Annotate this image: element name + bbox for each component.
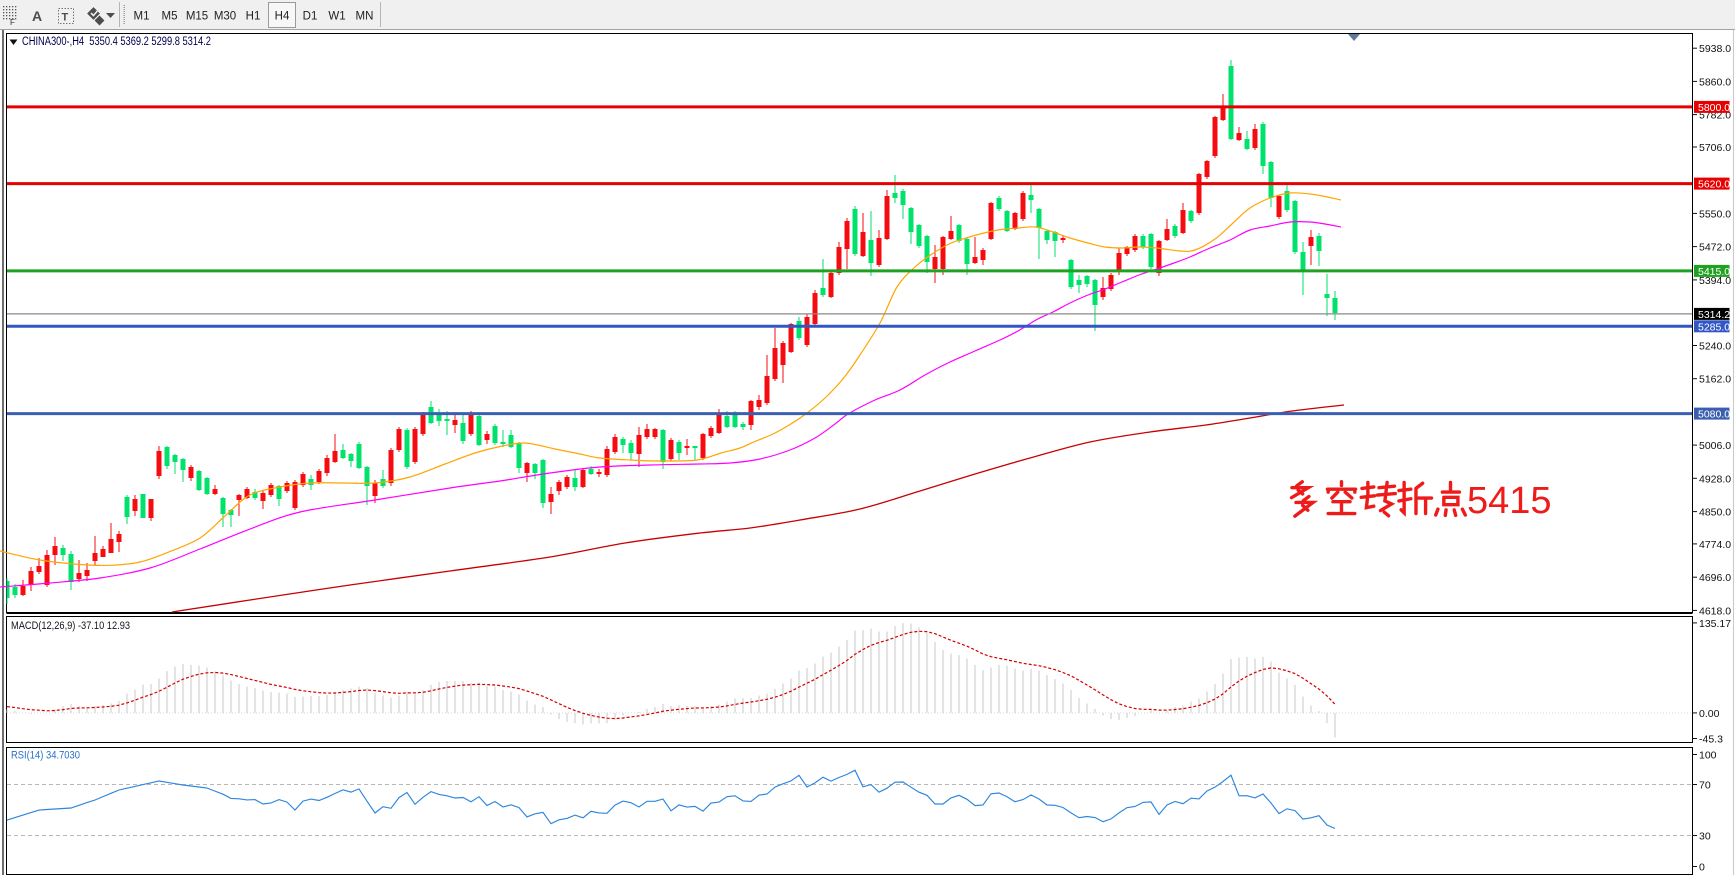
svg-text:4696.0: 4696.0 (1699, 572, 1731, 584)
svg-text:5620.0: 5620.0 (1698, 179, 1730, 191)
svg-text:5938.0: 5938.0 (1699, 43, 1731, 55)
svg-text:M1: M1 (134, 11, 150, 23)
svg-text:-45.3: -45.3 (1699, 734, 1723, 746)
svg-text:4928.0: 4928.0 (1699, 473, 1731, 485)
svg-text:F: F (10, 18, 15, 27)
svg-text:5394.0: 5394.0 (1699, 275, 1731, 287)
svg-text:H4: H4 (275, 11, 290, 23)
svg-text:CHINA300-,H4 5350.4 5369.2 52: CHINA300-,H4 5350.4 5369.2 5299.8 5314.2 (22, 34, 211, 48)
svg-text:5080.0: 5080.0 (1698, 409, 1730, 421)
svg-text:MN: MN (356, 11, 374, 23)
svg-text:0: 0 (1699, 862, 1705, 874)
svg-text:D1: D1 (303, 11, 318, 23)
svg-text:30: 30 (1699, 831, 1711, 843)
svg-text:5860.0: 5860.0 (1699, 76, 1731, 88)
svg-text:T: T (62, 12, 69, 24)
svg-text:W1: W1 (328, 11, 345, 23)
svg-text:A: A (32, 8, 42, 24)
svg-text:H1: H1 (246, 11, 261, 23)
svg-text:5240.0: 5240.0 (1699, 341, 1731, 353)
svg-text:5314.2: 5314.2 (1698, 309, 1730, 321)
svg-text:5415: 5415 (1467, 480, 1552, 522)
svg-text:4618.0: 4618.0 (1699, 605, 1731, 617)
svg-text:5162.0: 5162.0 (1699, 374, 1731, 386)
svg-text:5800.0: 5800.0 (1698, 102, 1730, 114)
svg-text:MACD(12,26,9) -37.10 12.93: MACD(12,26,9) -37.10 12.93 (11, 620, 130, 632)
svg-text:M30: M30 (214, 11, 236, 23)
svg-text:4774.0: 4774.0 (1699, 539, 1731, 551)
svg-text:135.17: 135.17 (1699, 618, 1731, 630)
svg-text:5550.0: 5550.0 (1699, 208, 1731, 220)
svg-text:4850.0: 4850.0 (1699, 507, 1731, 519)
svg-text:RSI(14) 34.7030: RSI(14) 34.7030 (11, 750, 80, 762)
svg-text:0.00: 0.00 (1699, 708, 1720, 720)
svg-text:5415.0: 5415.0 (1698, 266, 1730, 278)
svg-text:M15: M15 (186, 11, 208, 23)
svg-text:5472.0: 5472.0 (1699, 242, 1731, 254)
svg-text:70: 70 (1699, 780, 1711, 792)
svg-text:5706.0: 5706.0 (1699, 142, 1731, 154)
svg-text:5285.0: 5285.0 (1698, 321, 1730, 333)
svg-text:100: 100 (1699, 750, 1717, 762)
svg-text:5006.0: 5006.0 (1699, 440, 1731, 452)
svg-text:M5: M5 (162, 11, 178, 23)
